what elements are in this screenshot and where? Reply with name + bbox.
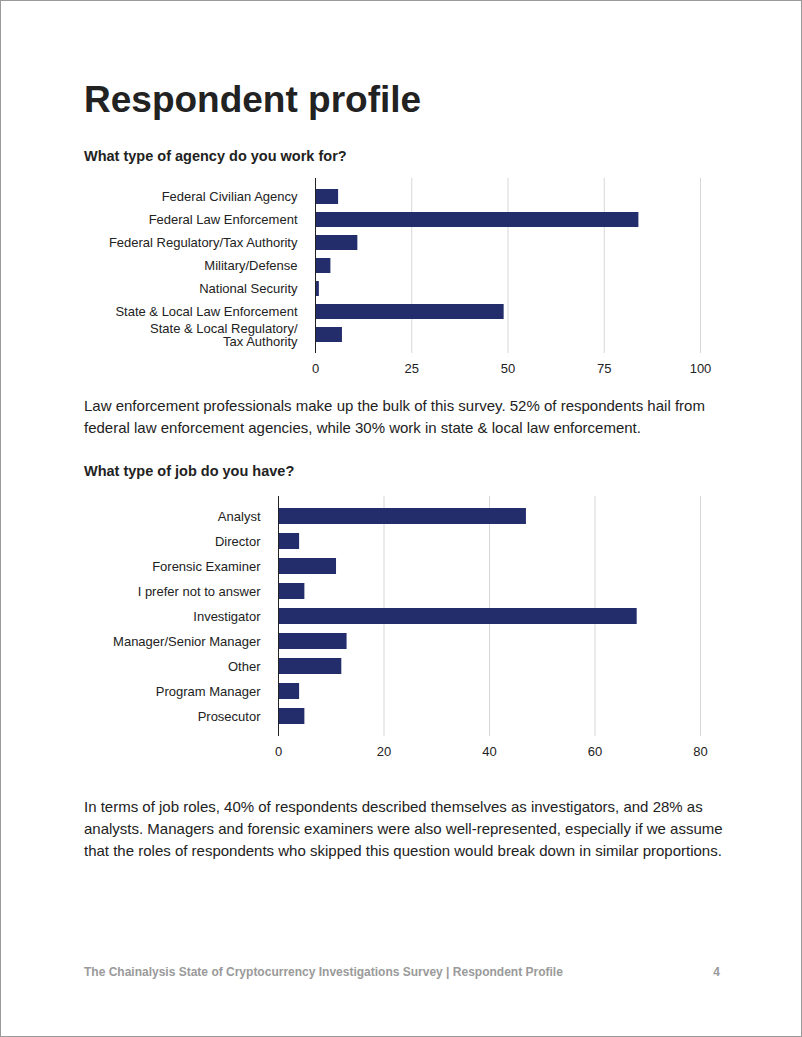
svg-text:50: 50: [501, 361, 515, 376]
svg-text:75: 75: [597, 361, 611, 376]
html-text:What type of agency do you wor: What type of agency do you work for?: [84, 148, 347, 164]
svg-text:State & Local Regulatory/Tax A: State & Local Regulatory/Tax Authority: [150, 321, 298, 349]
svg-text:20: 20: [377, 744, 391, 759]
svg-text:40: 40: [482, 744, 496, 759]
svg-text:National Security: National Security: [199, 281, 298, 296]
svg-text:Analyst: Analyst: [218, 509, 261, 524]
svg-text:Forensic Examiner: Forensic Examiner: [152, 559, 261, 574]
svg-text:I prefer not to answer: I prefer not to answer: [138, 584, 262, 599]
svg-text:Investigator: Investigator: [193, 609, 261, 624]
html-text:4: 4: [713, 965, 720, 979]
svg-text:60: 60: [588, 744, 602, 759]
svg-text:Federal Law Enforcement: Federal Law Enforcement: [149, 212, 298, 227]
svg-text:Director: Director: [215, 534, 261, 549]
svg-text:Manager/Senior Manager: Manager/Senior Manager: [113, 634, 261, 649]
html-text:Law enforcement professionals: Law enforcement professionals make up th…: [84, 397, 705, 436]
svg-text:25: 25: [405, 361, 419, 376]
svg-text:State & Local Law Enforcement: State & Local Law Enforcement: [115, 304, 297, 319]
svg-text:Federal Civilian Agency: Federal Civilian Agency: [162, 189, 298, 204]
html-text:Respondent profile: Respondent profile: [84, 79, 422, 120]
svg-text:Other: Other: [228, 659, 261, 674]
svg-text:Federal Regulatory/Tax Authori: Federal Regulatory/Tax Authority: [109, 235, 298, 250]
html-text:The Chainalysis State of Crypt: The Chainalysis State of Cryptocurrency …: [84, 965, 563, 979]
svg-text:Program Manager: Program Manager: [156, 684, 261, 699]
svg-text:Prosecutor: Prosecutor: [198, 709, 262, 724]
svg-text:0: 0: [312, 361, 319, 376]
html-text:What type of job do you have?: What type of job do you have?: [84, 463, 295, 479]
svg-text:0: 0: [275, 744, 282, 759]
svg-text:100: 100: [690, 361, 712, 376]
svg-text:80: 80: [693, 744, 707, 759]
svg-text:Military/Defense: Military/Defense: [204, 258, 297, 273]
html-text:In terms of job roles, 40% of: In terms of job roles, 40% of respondent…: [84, 798, 723, 859]
